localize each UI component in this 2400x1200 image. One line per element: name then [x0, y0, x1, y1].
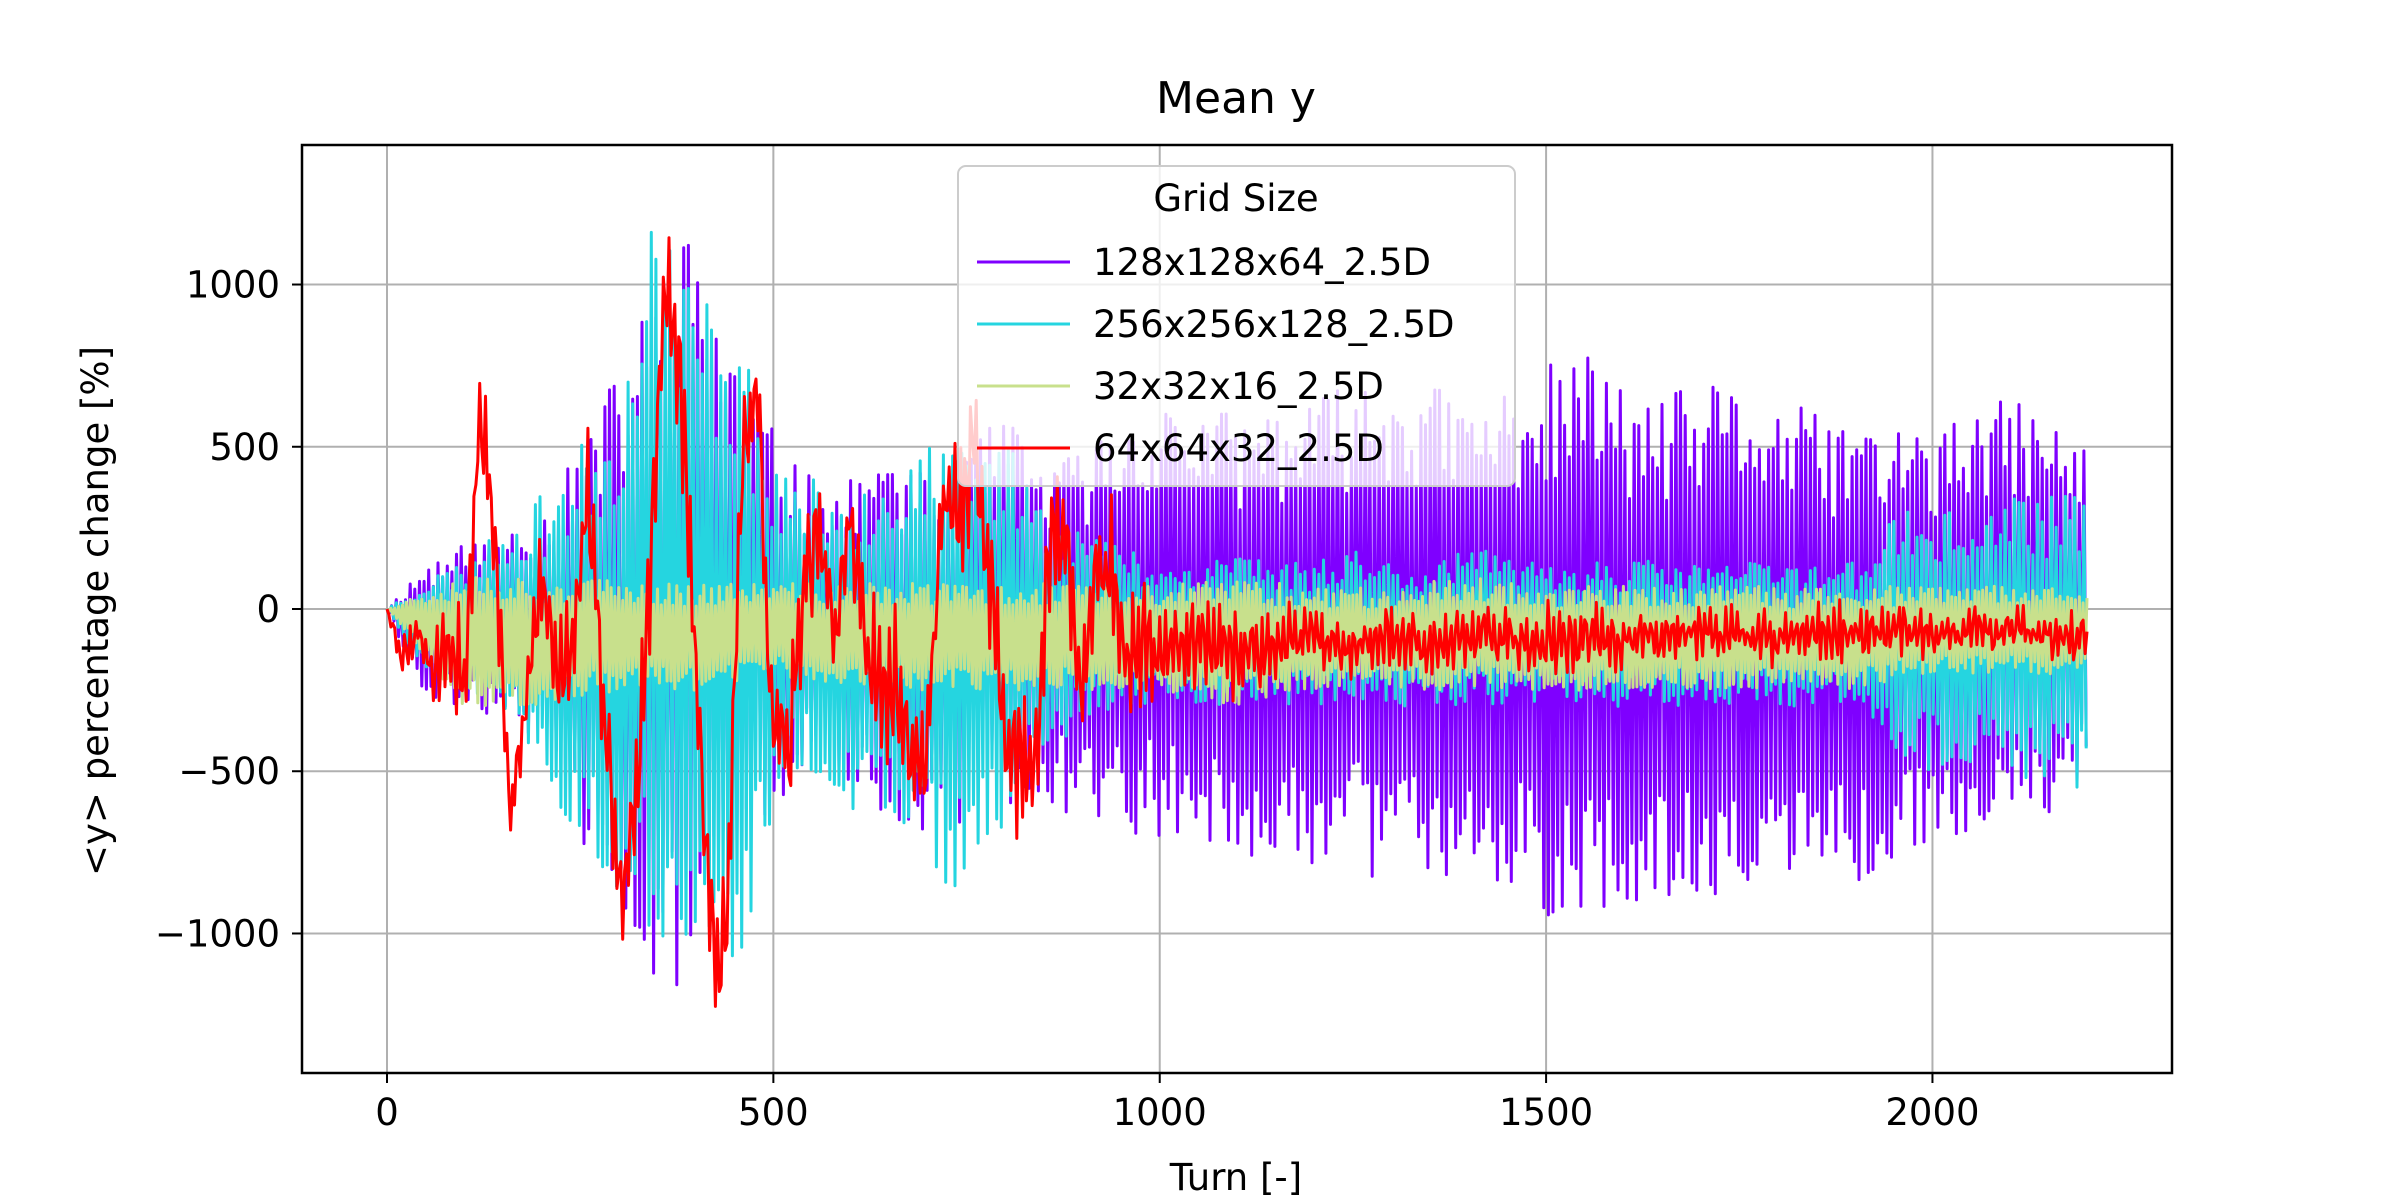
y-tick-label: −500	[178, 750, 280, 793]
legend-entries: 128x128x64_2.5D 256x256x128_2.5D 32x32x16_…	[977, 241, 1455, 470]
series-line	[385, 236, 2089, 1008]
x-axis-ticks: 0 500 1000 1500 2000	[375, 1073, 1980, 1134]
x-tick-label: 1000	[1113, 1091, 1207, 1134]
y-axis-label: <y> percentage change [%]	[74, 346, 117, 876]
y-tick-label: −1000	[155, 912, 280, 955]
y-tick-label: 0	[256, 588, 280, 631]
legend-label: 32x32x16_2.5D	[1093, 365, 1384, 408]
legend-title: Grid Size	[1153, 177, 1318, 220]
x-tick-label: 500	[738, 1091, 809, 1134]
chart-title: Mean y	[1156, 73, 1316, 124]
legend-box	[957, 165, 1516, 487]
x-tick-label: 1500	[1499, 1091, 1593, 1134]
y-axis-ticks: −1000 −500 0 500 1000	[155, 264, 302, 955]
x-tick-label: 2000	[1885, 1091, 1979, 1134]
legend: Grid Size 128x128x64_2.5D 256x256x128_2.5…	[957, 165, 1516, 487]
legend-label: 256x256x128_2.5D	[1093, 303, 1455, 346]
y-tick-label: 1000	[186, 264, 280, 307]
x-tick-label: 0	[375, 1091, 399, 1134]
legend-label: 128x128x64_2.5D	[1093, 241, 1431, 284]
x-axis-label: Turn [-]	[1169, 1156, 1302, 1199]
series-layer	[385, 230, 2089, 1008]
legend-label: 64x64x32_2.5D	[1093, 427, 1384, 470]
y-tick-label: 500	[209, 426, 280, 469]
